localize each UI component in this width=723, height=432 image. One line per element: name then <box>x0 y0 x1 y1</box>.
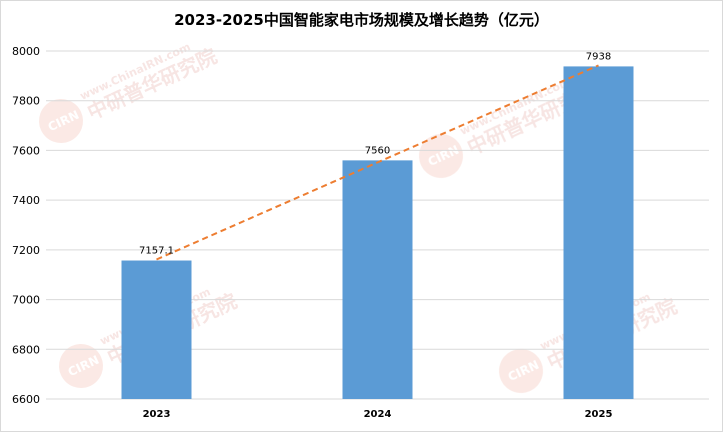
trendline <box>156 64 599 261</box>
y-tick-label: 7600 <box>12 144 40 157</box>
x-tick-label: 2025 <box>585 409 613 420</box>
watermark-logo <box>39 99 83 143</box>
chart-title: 2023-2025中国智能家电市场规模及增长趋势（亿元） <box>174 11 549 29</box>
trendline-layer <box>156 64 599 261</box>
bar <box>121 260 192 399</box>
watermark-logo <box>499 349 543 393</box>
bar <box>563 66 634 399</box>
y-tick-label: 7400 <box>12 194 40 207</box>
bar <box>342 160 413 399</box>
y-tick-label: 6600 <box>12 393 40 406</box>
data-label: 7560 <box>365 145 390 156</box>
y-tick-label: 7800 <box>12 95 40 108</box>
y-axis: 6600 6800 7000 7200 7400 7600 7800 8000 <box>12 45 40 406</box>
x-tick-label: 2024 <box>364 409 392 420</box>
y-tick-label: 8000 <box>12 45 40 58</box>
x-axis: 2023 2024 2025 <box>143 409 613 420</box>
watermark-logo <box>59 344 103 388</box>
y-tick-label: 6800 <box>12 343 40 356</box>
data-label: 7157.1 <box>139 246 174 257</box>
data-label: 7938 <box>586 51 611 62</box>
x-tick-label: 2023 <box>143 409 171 420</box>
bars <box>121 66 634 399</box>
y-tick-label: 7000 <box>12 294 40 307</box>
watermark: CIRN www.ChinaIRN.com 中研普华研究院 <box>39 40 220 143</box>
watermark-logo <box>419 134 463 178</box>
data-labels: 7157.1 7560 7938 <box>139 51 611 256</box>
y-tick-label: 7200 <box>12 244 40 257</box>
